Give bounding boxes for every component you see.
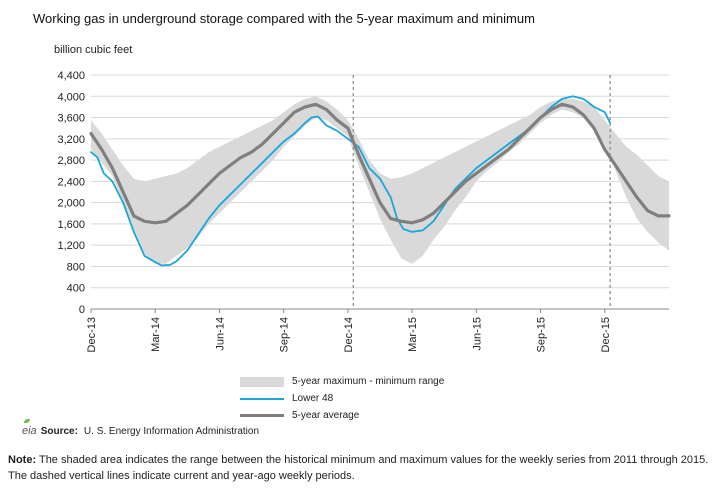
legend-label-lower48: Lower 48 (292, 393, 334, 404)
five-year-average-line (89, 102, 671, 225)
x-tick-label: Dec-15 (600, 317, 612, 352)
legend-item-lower48: Lower 48 (240, 390, 444, 407)
source-text: U. S. Energy Information Administration (83, 425, 259, 437)
note-text: The shaded area indicates the range betw… (8, 454, 709, 482)
legend-item-range: 5-year maximum - minimum range (240, 373, 444, 390)
chart-note: Note: The shaded area indicates the rang… (8, 452, 714, 484)
y-tick-label: 2,400 (57, 176, 85, 188)
x-tick-label: Mar-15 (407, 317, 419, 352)
x-tick-label: Sep-14 (279, 317, 291, 352)
legend-label-range: 5-year maximum - minimum range (292, 376, 445, 387)
y-tick-label: 2,000 (57, 198, 85, 210)
y-tick-label: 800 (67, 261, 85, 273)
legend-label-average: 5-year average (292, 410, 360, 421)
chart-title: Working gas in underground storage compa… (33, 11, 535, 26)
y-tick-label: 4,400 (57, 70, 85, 82)
y-tick-label: 400 (67, 283, 85, 295)
storage-chart: 0 400 800 1,200 1,600 2,000 2,400 2,800 3,200 3,6… (57, 70, 671, 352)
legend-swatch-average (240, 414, 284, 417)
x-tick-label: Dec-14 (343, 317, 355, 352)
y-tick-label: 3,200 (57, 134, 85, 146)
x-tick-label: Dec-13 (86, 317, 98, 352)
x-tick-label: Sep-15 (536, 317, 548, 352)
y-tick-label: 3,600 (57, 113, 85, 125)
y-axis-unit-label: billion cubic feet (54, 44, 133, 56)
y-tick-label: 4,000 (57, 91, 85, 103)
legend-swatch-lower48 (240, 397, 284, 400)
x-tick-label: Jun-14 (214, 317, 226, 351)
y-tick-label: 1,600 (57, 219, 85, 231)
source-label: Source: (40, 425, 78, 437)
source-line: eia Source: U. S. Energy Information Adm… (22, 419, 259, 437)
note-label: Note: (8, 454, 37, 466)
x-tick-label: Jun-15 (471, 317, 483, 351)
eia-logo-icon: eia (22, 419, 37, 437)
legend-item-average: 5-year average (240, 407, 444, 424)
legend: 5-year maximum - minimum range Lower 48 … (240, 373, 444, 424)
x-tick-label: Mar-14 (150, 317, 162, 352)
y-tick-label: 0 (79, 304, 85, 316)
legend-swatch-range (240, 376, 284, 387)
y-tick-label: 1,200 (57, 240, 85, 252)
y-tick-label: 2,800 (57, 155, 85, 167)
